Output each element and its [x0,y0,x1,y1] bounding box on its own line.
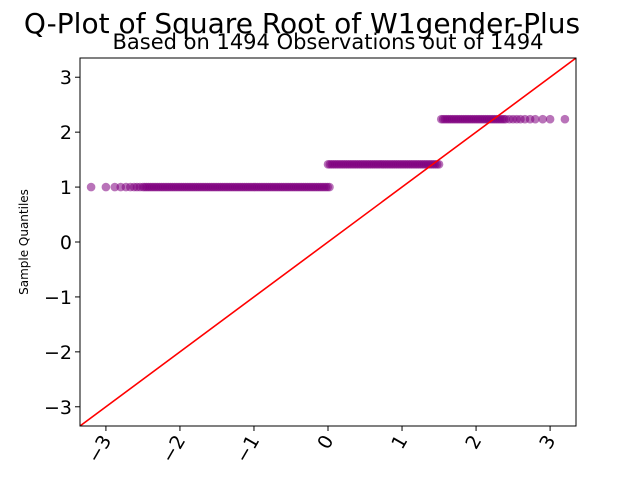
chart-subtitle: Based on 1494 Observations out of 1494 [112,30,543,54]
y-tick-label: 2 [60,122,72,144]
x-tick-label: −2 [157,432,190,467]
x-tick-label: 1 [387,432,412,453]
x-tick-label: 0 [313,432,338,453]
data-point [135,182,145,192]
y-axis-label: Sample Quantiles [17,189,31,295]
y-tick-label: 3 [60,67,72,89]
data-point [545,114,555,124]
plot-area: −3 −2 −1 0 1 2 3 −3 −2 −1 0 1 2 3 [44,57,577,467]
x-tick-label: −1 [231,432,264,467]
y-tick-label: −3 [44,397,72,419]
y-tick-label: 0 [60,232,72,254]
y-tick-label: 1 [60,177,72,199]
x-tick-label: −3 [83,432,116,467]
reference-line [80,58,576,426]
y-tick-label: −2 [44,342,72,364]
data-point [101,182,111,192]
data-point [86,182,96,192]
data-point [530,114,540,124]
data-point [538,114,547,124]
data-point [110,182,120,192]
data-point [325,182,334,192]
x-tick-label: 2 [461,432,486,453]
chart-title: Q-Plot of Square Root of W1gender-Plus [24,7,580,40]
y-tick-label: −1 [44,287,72,309]
x-tick-label: 3 [535,432,560,453]
data-point [560,114,570,124]
